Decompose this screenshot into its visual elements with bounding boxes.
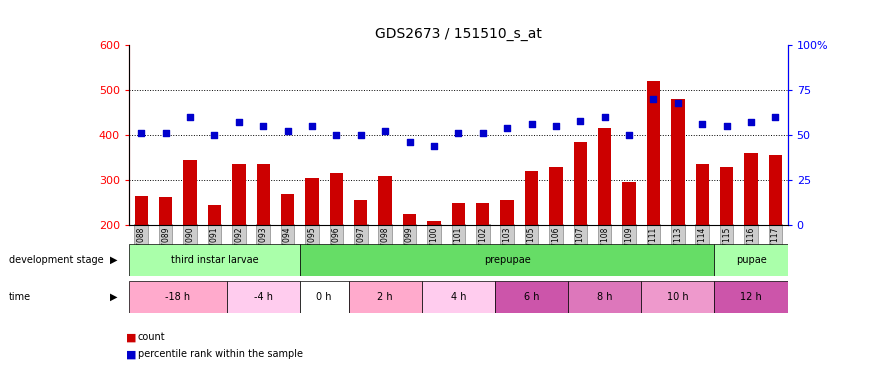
Bar — [598, 128, 611, 315]
Text: ▶: ▶ — [110, 255, 117, 265]
Text: ■: ■ — [126, 333, 137, 342]
Point — [158, 130, 173, 136]
Text: 2 h: 2 h — [377, 292, 393, 302]
Text: ▶: ▶ — [110, 292, 117, 302]
Bar — [300, 244, 715, 276]
Bar — [574, 142, 587, 315]
Text: development stage: development stage — [9, 255, 103, 265]
Text: time: time — [9, 292, 31, 302]
Bar — [403, 214, 417, 315]
Bar — [622, 182, 635, 315]
Bar — [715, 281, 788, 313]
Point — [402, 139, 417, 145]
Text: count: count — [138, 333, 166, 342]
Bar — [378, 176, 392, 315]
Bar — [642, 281, 715, 313]
Text: 4 h: 4 h — [450, 292, 466, 302]
Point — [573, 118, 587, 124]
Point — [500, 125, 514, 131]
Point — [524, 121, 538, 127]
Point — [207, 132, 222, 138]
Text: pupae: pupae — [736, 255, 766, 265]
Bar — [232, 164, 246, 315]
Point — [549, 123, 563, 129]
Text: 8 h: 8 h — [597, 292, 612, 302]
Bar — [476, 202, 490, 315]
Point — [597, 114, 611, 120]
Bar — [227, 281, 300, 313]
Point — [329, 132, 344, 138]
Bar — [300, 281, 349, 313]
Bar — [134, 196, 148, 315]
Bar — [525, 171, 538, 315]
Bar — [129, 281, 227, 313]
Bar — [129, 244, 300, 276]
Bar — [568, 281, 642, 313]
Bar — [647, 81, 660, 315]
Bar — [281, 194, 295, 315]
Point — [427, 143, 441, 149]
Point — [719, 123, 733, 129]
Text: 12 h: 12 h — [740, 292, 762, 302]
Bar — [744, 153, 757, 315]
Title: GDS2673 / 151510_s_at: GDS2673 / 151510_s_at — [375, 27, 542, 41]
Text: 0 h: 0 h — [317, 292, 332, 302]
Point — [622, 132, 636, 138]
Point — [695, 121, 709, 127]
Bar — [256, 164, 270, 315]
Point — [134, 130, 149, 136]
Point — [646, 96, 660, 102]
Point — [451, 130, 465, 136]
Text: third instar larvae: third instar larvae — [171, 255, 258, 265]
Bar — [159, 197, 173, 315]
Point — [353, 132, 368, 138]
Text: ■: ■ — [126, 350, 137, 359]
Text: percentile rank within the sample: percentile rank within the sample — [138, 350, 303, 359]
Bar — [207, 205, 221, 315]
Bar — [451, 202, 465, 315]
Bar — [769, 155, 782, 315]
Bar — [500, 200, 514, 315]
Point — [256, 123, 271, 129]
Point — [378, 128, 392, 134]
Text: -4 h: -4 h — [254, 292, 272, 302]
Bar — [696, 164, 709, 315]
Text: 6 h: 6 h — [524, 292, 539, 302]
Bar — [715, 244, 788, 276]
Point — [280, 128, 295, 134]
Text: 10 h: 10 h — [668, 292, 689, 302]
Bar — [305, 178, 319, 315]
Point — [671, 100, 685, 106]
Bar — [422, 281, 495, 313]
Text: prepupae: prepupae — [484, 255, 530, 265]
Point — [183, 114, 198, 120]
Bar — [427, 220, 441, 315]
Point — [475, 130, 490, 136]
Bar — [495, 281, 568, 313]
Point — [768, 114, 782, 120]
Bar — [183, 160, 197, 315]
Point — [744, 119, 758, 125]
Bar — [349, 281, 422, 313]
Bar — [549, 166, 562, 315]
Bar — [671, 99, 684, 315]
Bar — [720, 166, 733, 315]
Bar — [354, 200, 368, 315]
Text: -18 h: -18 h — [166, 292, 190, 302]
Point — [305, 123, 320, 129]
Point — [231, 119, 246, 125]
Bar — [329, 173, 344, 315]
